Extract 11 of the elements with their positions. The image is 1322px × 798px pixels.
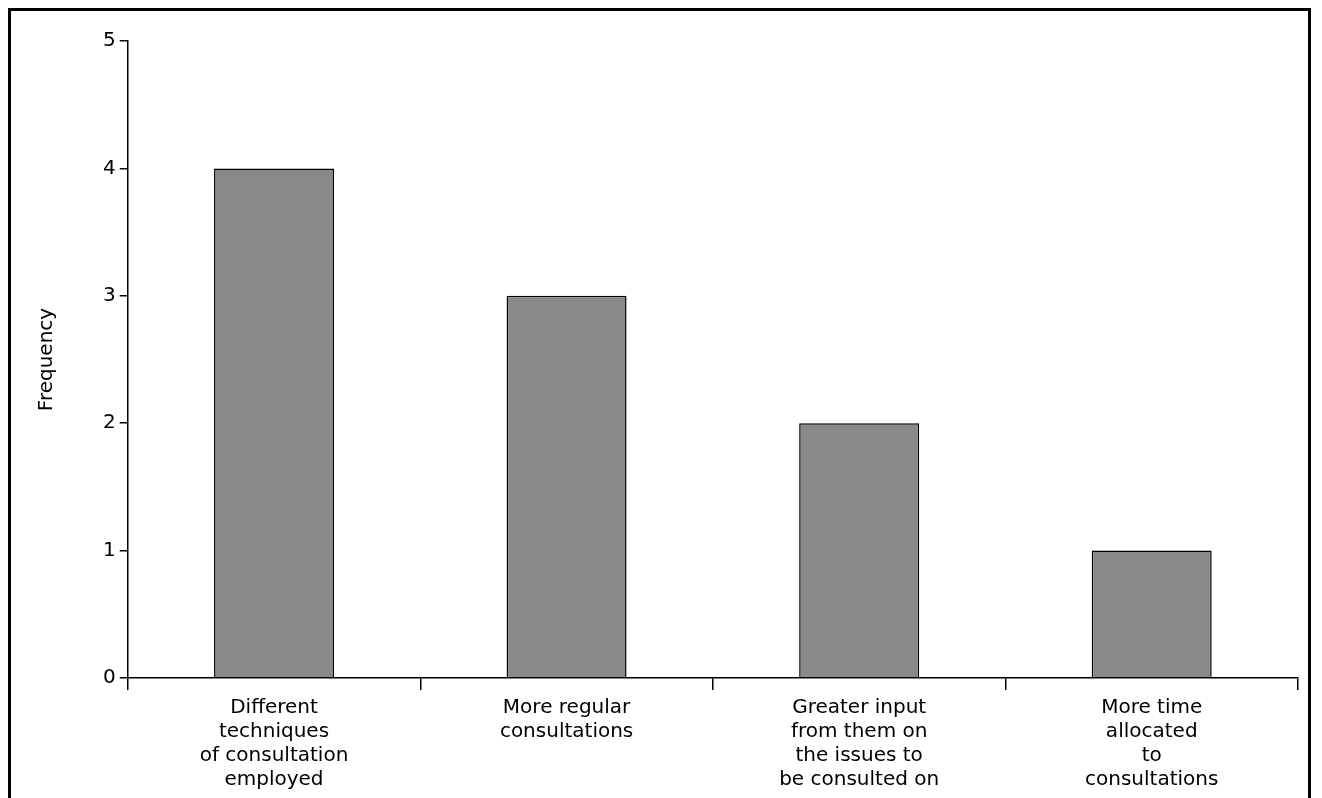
x-tick-label: More time allocated to consultations [1085,694,1219,791]
y-tick-label: 3 [102,282,116,306]
y-tick-label: 2 [102,409,116,434]
y-axis-title: Frequency [33,307,58,412]
x-tick-label: Greater input from them on the issues to be consulted on [779,694,940,791]
y-tick-label: 0 [102,664,116,689]
y-tick-label: 4 [102,154,116,179]
y-tick-label: 5 [102,27,116,52]
x-tick-label: More regular consultations [499,694,634,743]
x-tick-label: Different techniques of consultation employed [199,694,349,791]
y-tick-label: 1 [102,536,116,561]
